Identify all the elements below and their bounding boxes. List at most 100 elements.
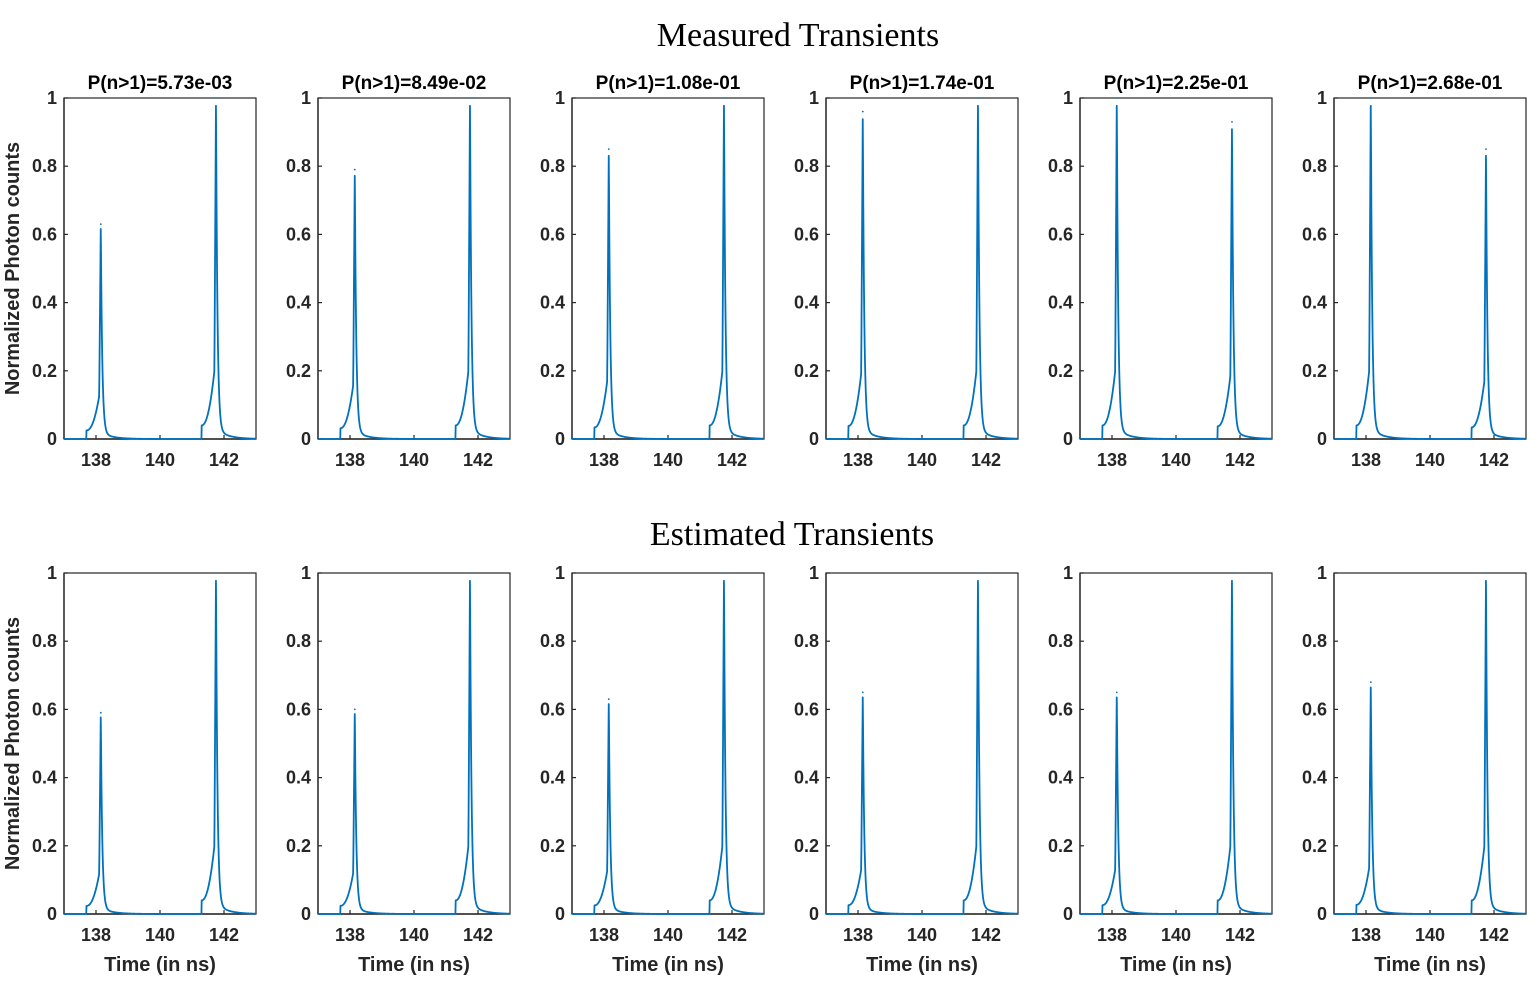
x-tick-label: 142 [209, 925, 239, 945]
y-tick-label: 0.6 [794, 224, 819, 244]
y-tick-label: 0 [555, 429, 565, 449]
y-tick-label: 0.6 [1048, 224, 1073, 244]
x-tick-label: 142 [1225, 925, 1255, 945]
panel-estimated-4: 0 0.2 0.4 0.6 0.8 1 138 140 142 Time (in ns) [794, 563, 1019, 976]
transient-series-line [571, 579, 765, 915]
panel-measured-5: 0 0.2 0.4 0.6 0.8 1 138 140 142 P(n>1)=2.25e-01 [1048, 73, 1273, 470]
y-tick-label: 0.2 [1048, 836, 1073, 856]
axes-box [825, 97, 1019, 440]
peak-point [861, 110, 864, 113]
y-tick-label: 0.2 [540, 836, 565, 856]
y-tick-label: 0.4 [32, 768, 57, 788]
y-tick-label: 0 [1063, 429, 1073, 449]
x-axis-label: Time (in ns) [1120, 954, 1232, 976]
y-tick-label: 0.2 [1302, 361, 1327, 381]
x-tick-label: 140 [145, 925, 175, 945]
y-tick-label: 0.2 [32, 836, 57, 856]
y-tick-label: 1 [1317, 563, 1327, 583]
panel-measured-1: 0 0.2 0.4 0.6 0.8 1 138 140 142 P(n>1)=5.73e-03 No… [2, 73, 257, 470]
peak-point [215, 572, 217, 574]
transient-series-line [63, 579, 257, 915]
y-tick-label: 0.8 [1302, 156, 1327, 176]
peak-point [353, 708, 356, 711]
axes-box [1079, 572, 1273, 915]
panel-measured-2: 0 0.2 0.4 0.6 0.8 1 138 140 142 P(n>1)=8.49e-02 [286, 73, 511, 470]
panel-estimated-5: 0 0.2 0.4 0.6 0.8 1 138 140 142 Time (in ns) [1048, 563, 1273, 976]
y-tick-label: 0.6 [540, 699, 565, 719]
transient-series-line [317, 579, 511, 915]
peak-point [353, 168, 356, 171]
x-tick-label: 142 [209, 450, 239, 470]
x-axis-label: Time (in ns) [104, 954, 216, 976]
y-tick-label: 0 [1317, 429, 1327, 449]
transient-series-line [571, 104, 765, 440]
y-tick-label: 1 [555, 88, 565, 108]
y-tick-label: 1 [301, 563, 311, 583]
x-tick-label: 138 [843, 925, 873, 945]
y-tick-label: 0.4 [540, 768, 565, 788]
y-tick-label: 0.4 [1302, 768, 1327, 788]
y-tick-label: 1 [555, 563, 565, 583]
x-tick-label: 140 [399, 450, 429, 470]
axes-box [571, 572, 765, 915]
y-tick-label: 1 [1063, 88, 1073, 108]
y-tick-label: 0.6 [286, 699, 311, 719]
y-tick-label: 0 [301, 904, 311, 924]
y-tick-label: 0 [301, 429, 311, 449]
panel-title: P(n>1)=1.08e-01 [596, 73, 741, 94]
axes-box [317, 572, 511, 915]
peak-point [469, 97, 471, 99]
y-tick-label: 0 [47, 429, 57, 449]
transient-series-line [1079, 579, 1273, 915]
y-tick-label: 0 [47, 904, 57, 924]
peak-point [469, 572, 471, 574]
axes-box [63, 97, 257, 440]
estimated-section-title: Estimated Transients [650, 516, 934, 553]
x-tick-label: 138 [335, 450, 365, 470]
x-tick-label: 142 [463, 925, 493, 945]
panel-estimated-2: 0 0.2 0.4 0.6 0.8 1 138 140 142 Time (in ns) [286, 563, 511, 976]
peak-point [1369, 681, 1372, 684]
peak-point [723, 97, 725, 99]
y-tick-label: 0 [809, 429, 819, 449]
y-tick-label: 0.6 [540, 224, 565, 244]
y-tick-label: 0.8 [32, 631, 57, 651]
x-tick-label: 138 [589, 925, 619, 945]
x-tick-label: 138 [1351, 925, 1381, 945]
y-tick-label: 0.2 [32, 361, 57, 381]
peak-point [723, 572, 725, 574]
peak-point [99, 711, 102, 714]
transient-series-line [63, 104, 257, 440]
y-tick-label: 0.8 [1302, 631, 1327, 651]
y-tick-label: 1 [1063, 563, 1073, 583]
y-tick-label: 0.6 [1302, 699, 1327, 719]
peak-point [607, 148, 610, 151]
x-tick-label: 142 [1225, 450, 1255, 470]
x-tick-label: 142 [971, 450, 1001, 470]
panel-title: P(n>1)=8.49e-02 [342, 73, 487, 94]
peak-point [215, 97, 217, 99]
measured-section-title: Measured Transients [657, 17, 939, 54]
y-tick-label: 0 [1063, 904, 1073, 924]
x-tick-label: 140 [653, 450, 683, 470]
x-tick-label: 142 [971, 925, 1001, 945]
x-tick-label: 138 [1097, 450, 1127, 470]
y-tick-label: 1 [47, 88, 57, 108]
peak-point [977, 572, 979, 574]
y-tick-label: 0.8 [1048, 156, 1073, 176]
peak-point [861, 691, 864, 694]
x-tick-label: 138 [589, 450, 619, 470]
panel-title: P(n>1)=5.73e-03 [88, 73, 233, 94]
x-tick-label: 140 [907, 450, 937, 470]
y-tick-label: 0.6 [794, 699, 819, 719]
y-tick-label: 0.8 [286, 156, 311, 176]
y-tick-label: 0.6 [1302, 224, 1327, 244]
y-tick-label: 0.4 [540, 293, 565, 313]
y-tick-label: 1 [809, 88, 819, 108]
panel-measured-4: 0 0.2 0.4 0.6 0.8 1 138 140 142 P(n>1)=1.74e-01 [794, 73, 1019, 470]
y-tick-label: 0.6 [32, 699, 57, 719]
panel-title: P(n>1)=2.68e-01 [1358, 73, 1503, 94]
panel-measured-6: 0 0.2 0.4 0.6 0.8 1 138 140 142 P(n>1)=2.68e-01 [1302, 73, 1527, 470]
y-tick-label: 0.8 [32, 156, 57, 176]
peak-point [99, 223, 102, 226]
